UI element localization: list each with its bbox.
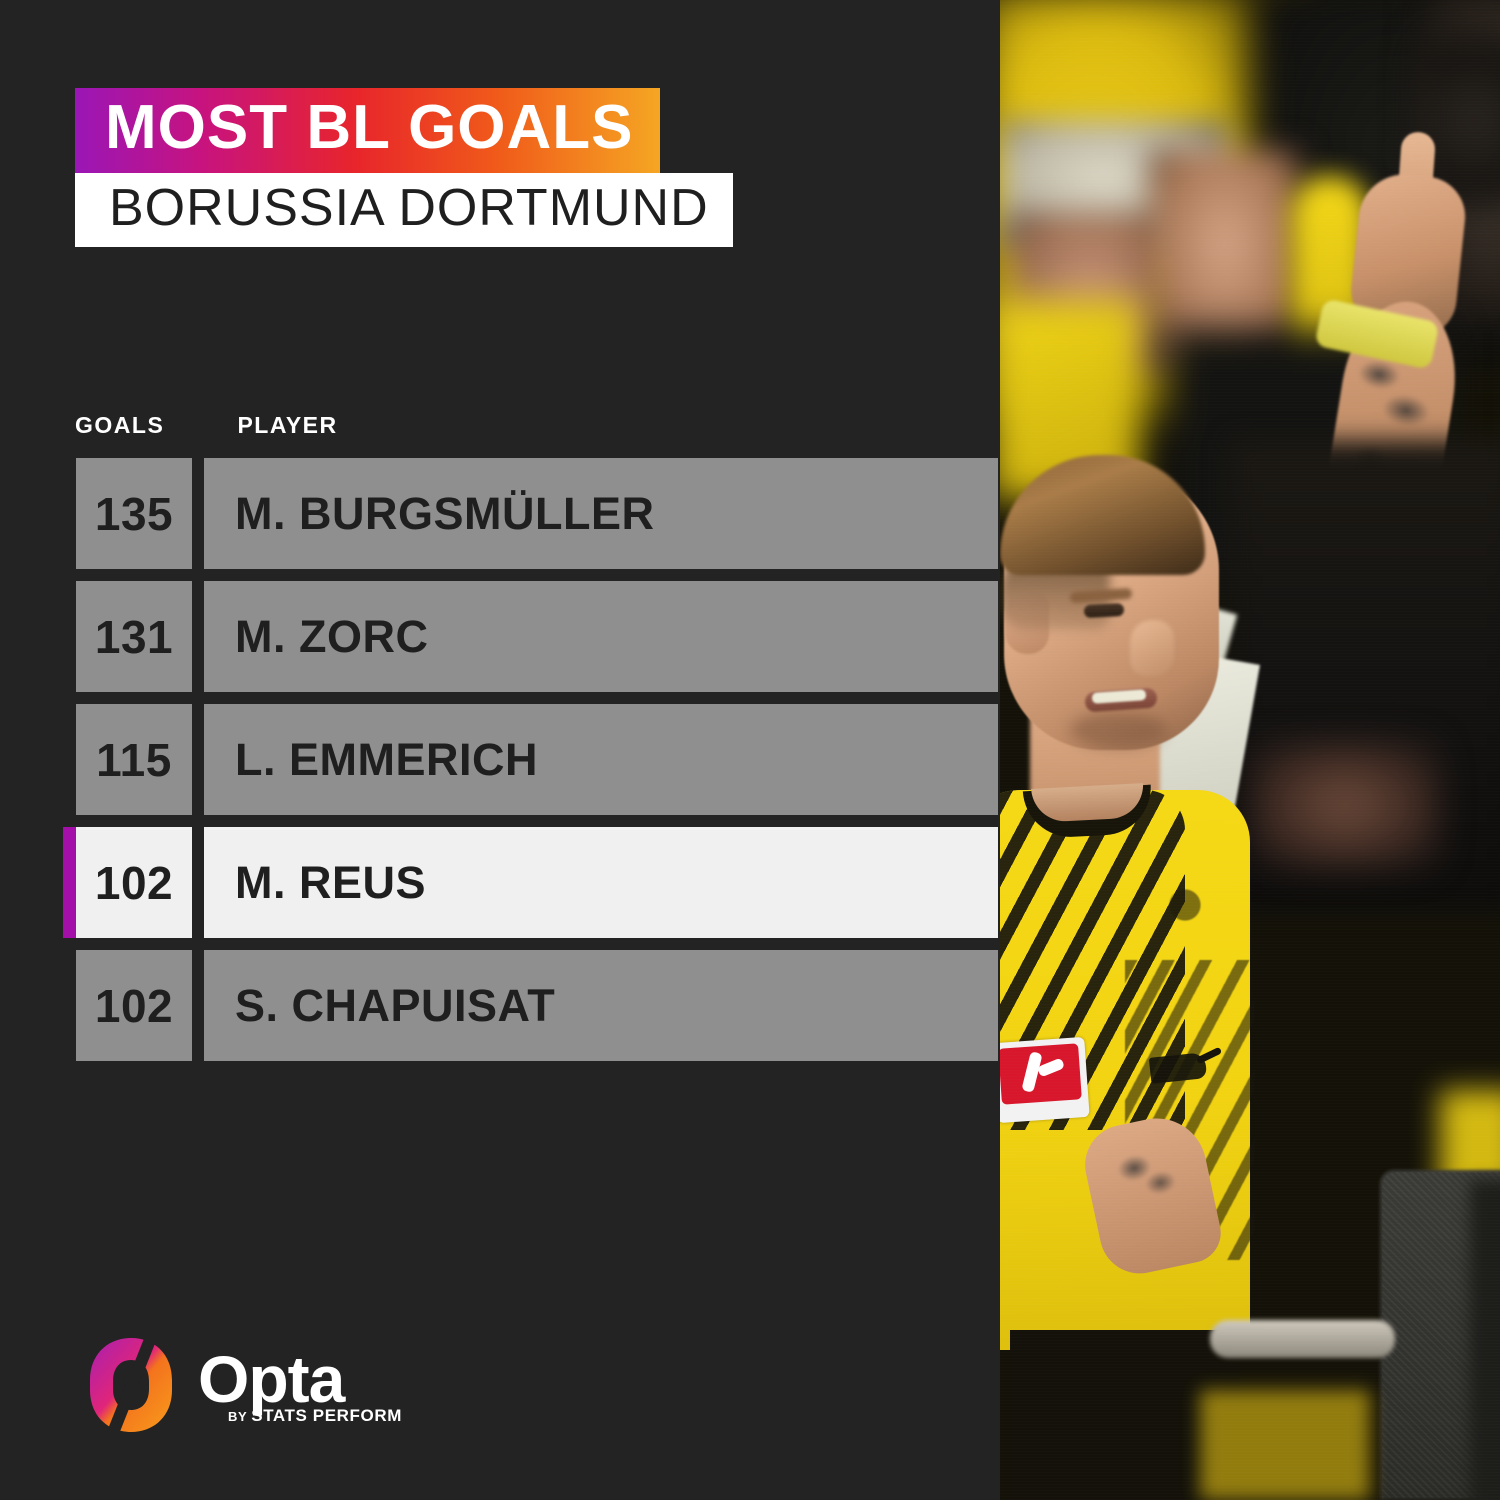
table-row: 115 L. EMMERICH bbox=[63, 704, 998, 815]
player-nose bbox=[1130, 620, 1174, 676]
background-dark-lower-right bbox=[1470, 1180, 1500, 1500]
player-name: S. CHAPUISAT bbox=[235, 979, 556, 1031]
goals-cell: 102 bbox=[76, 827, 192, 938]
table-row: 135 M. BURGSMÜLLER bbox=[63, 458, 998, 569]
opta-tagline: BY STATS PERFORM bbox=[228, 1406, 402, 1426]
goals-cell: 115 bbox=[76, 704, 192, 815]
goals-value: 102 bbox=[94, 856, 174, 909]
background-blur-blob bbox=[1250, 740, 1440, 870]
row-highlight-accent bbox=[63, 827, 76, 938]
goals-value: 115 bbox=[96, 733, 172, 786]
goals-cell: 135 bbox=[76, 458, 192, 569]
stadium-seat-rail bbox=[1210, 1320, 1395, 1358]
player-cell: M. REUS bbox=[204, 827, 998, 938]
goals-cell: 102 bbox=[76, 950, 192, 1061]
spectator-face-right bbox=[1150, 150, 1300, 360]
subtitle-banner: BORUSSIA DORTMUND bbox=[75, 173, 733, 247]
club-crest bbox=[1160, 880, 1210, 930]
opta-tagline-text: STATS PERFORM bbox=[251, 1406, 402, 1425]
goals-value: 102 bbox=[94, 979, 174, 1032]
player-chin-shadow bbox=[1070, 712, 1166, 748]
column-header-player: PLAYER bbox=[237, 412, 338, 438]
table-row: 131 M. ZORC bbox=[63, 581, 998, 692]
player-name: L. EMMERICH bbox=[235, 733, 538, 785]
title-banner: MOST BL GOALS bbox=[75, 88, 660, 174]
opta-mark-icon bbox=[88, 1336, 174, 1434]
stadium-seat-yellow bbox=[1200, 1390, 1370, 1500]
opta-wordmark: Opta bbox=[198, 1342, 345, 1416]
opta-tagline-by: BY bbox=[228, 1409, 252, 1424]
table-column-headers: GOALS PLAYER bbox=[75, 412, 338, 439]
player-name: M. BURGSMÜLLER bbox=[235, 487, 655, 539]
player-name: M. REUS bbox=[235, 856, 427, 908]
goals-cell: 131 bbox=[76, 581, 192, 692]
table-row: 102 M. REUS bbox=[63, 827, 998, 938]
player-name: M. ZORC bbox=[235, 610, 429, 662]
player-eye bbox=[1083, 602, 1125, 619]
page-title: MOST BL GOALS bbox=[105, 93, 634, 162]
opta-logo: Opta BY STATS PERFORM bbox=[88, 1336, 408, 1440]
header: MOST BL GOALS BORUSSIA DORTMUND bbox=[75, 88, 733, 247]
goals-value: 131 bbox=[94, 610, 174, 663]
table-row: 102 S. CHAPUISAT bbox=[63, 950, 998, 1061]
player-cell: L. EMMERICH bbox=[204, 704, 998, 815]
page-subtitle: BORUSSIA DORTMUND bbox=[109, 179, 709, 237]
player-cell: M. ZORC bbox=[204, 581, 998, 692]
player-lower-arm-tattoo bbox=[1091, 1121, 1199, 1229]
player-cell: M. BURGSMÜLLER bbox=[204, 458, 998, 569]
goals-table: 135 M. BURGSMÜLLER 131 M. ZORC 115 L. EMMERIC… bbox=[63, 458, 998, 1073]
column-header-goals: GOALS bbox=[75, 412, 165, 438]
player-cell: S. CHAPUISAT bbox=[204, 950, 998, 1061]
goals-value: 135 bbox=[94, 487, 174, 540]
player-photo bbox=[1000, 0, 1500, 1500]
